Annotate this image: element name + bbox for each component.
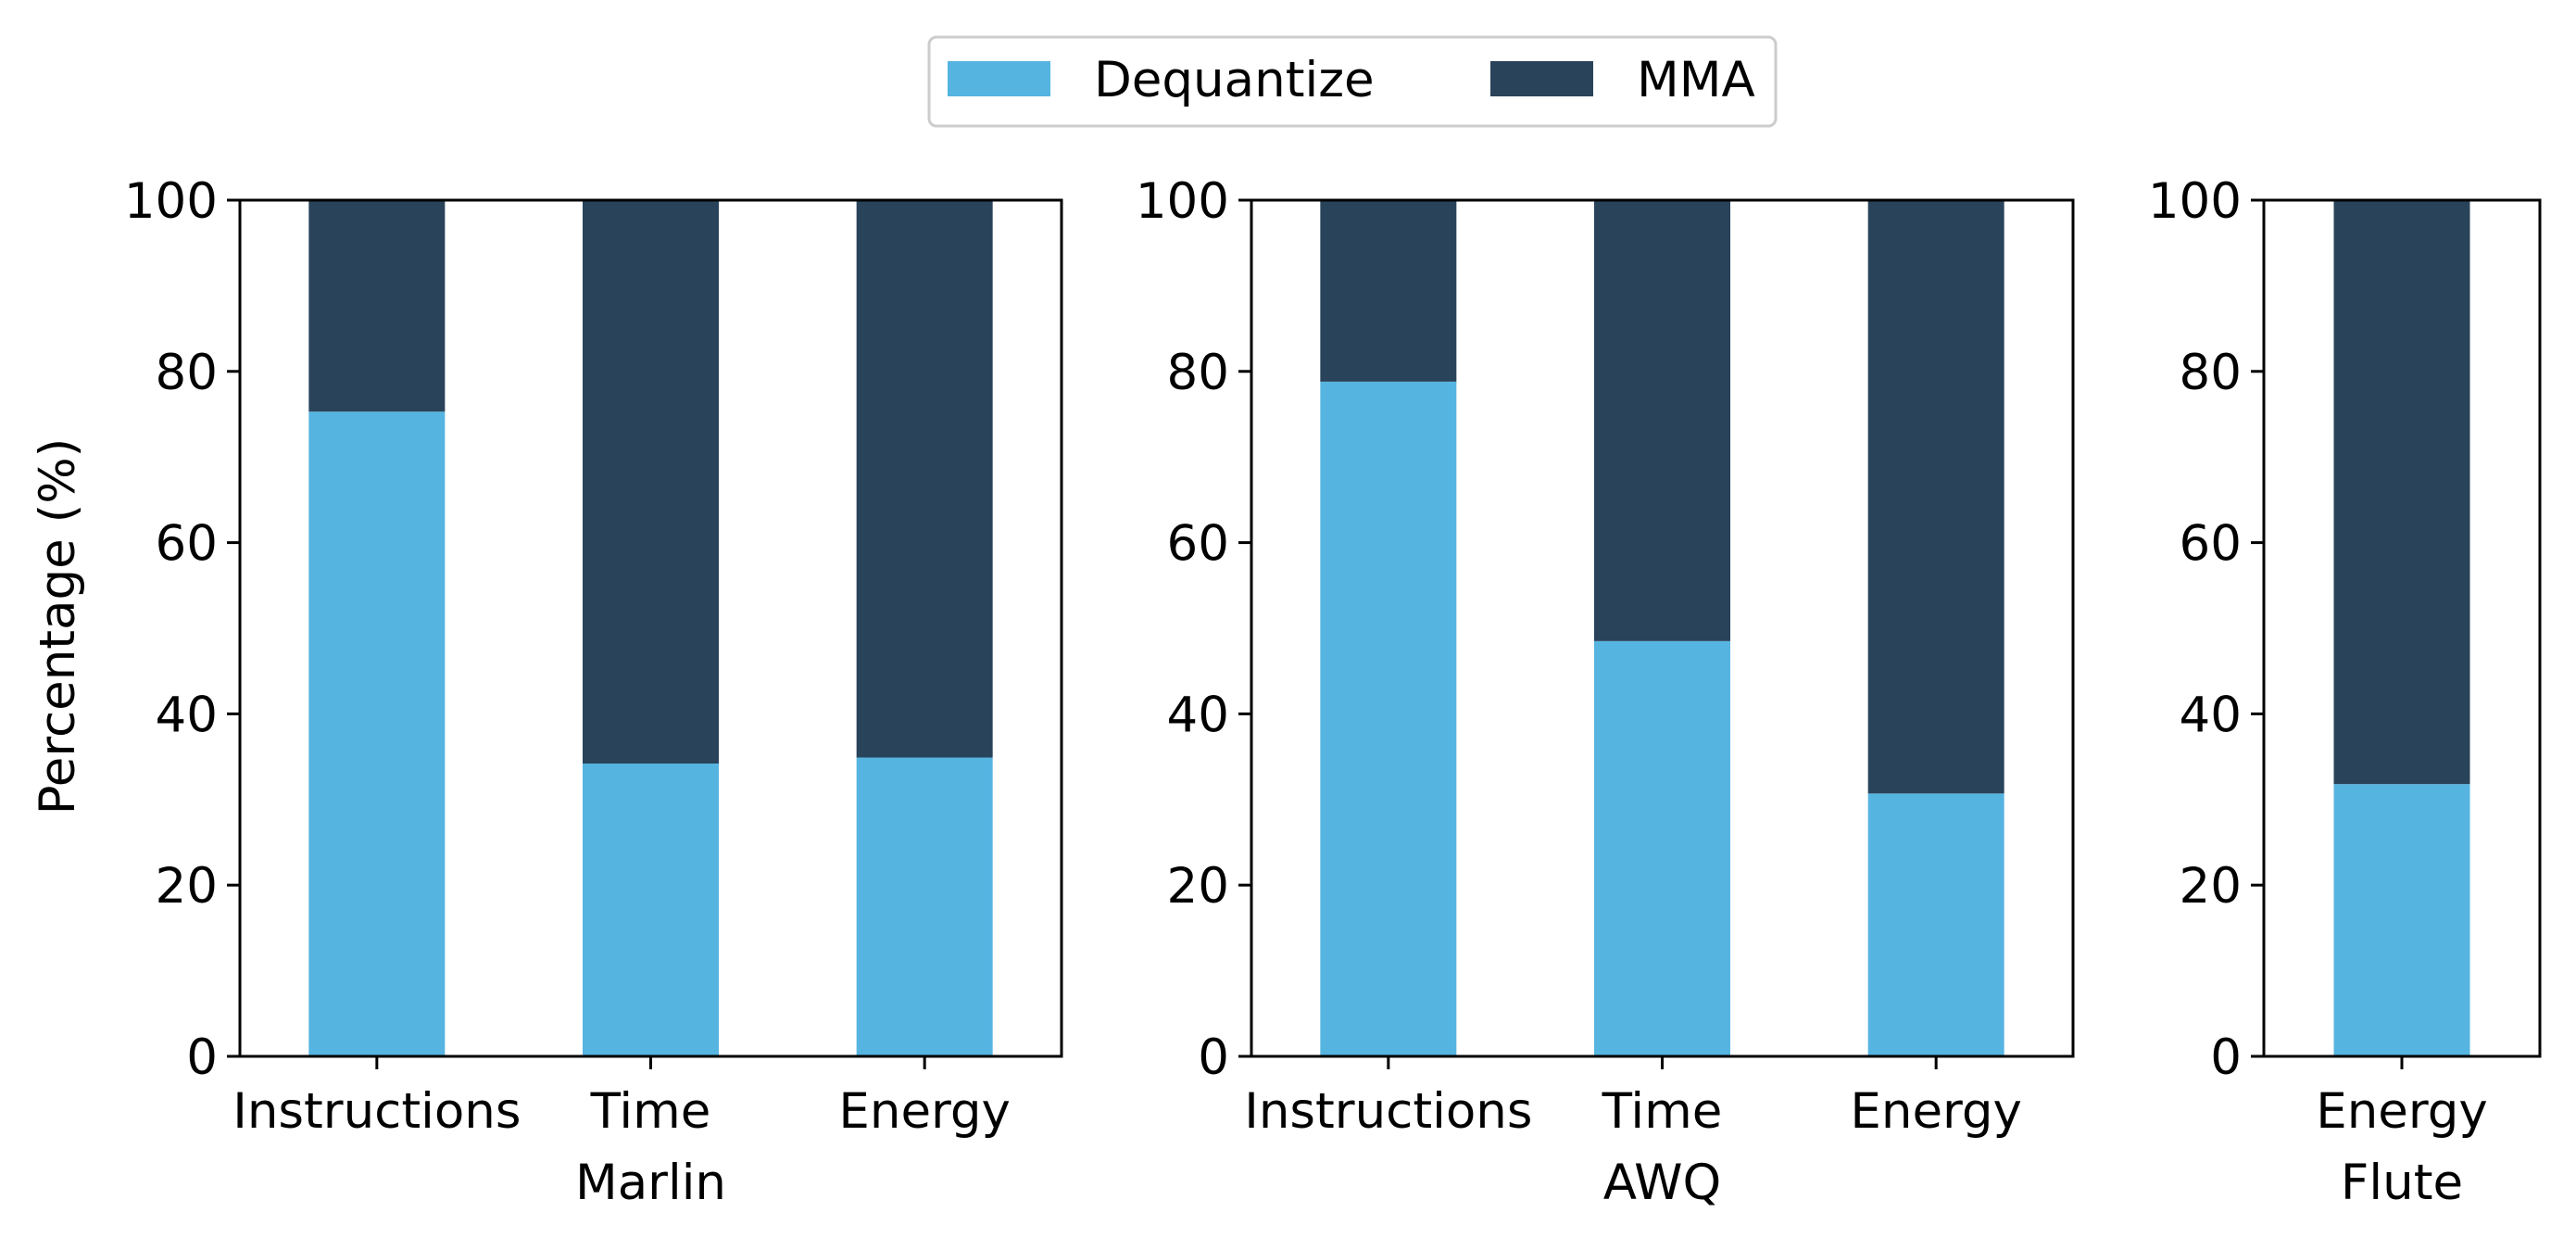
y-tick-label: 40	[2180, 687, 2242, 743]
x-tick-label: Instructions	[1244, 1083, 1532, 1140]
legend-swatch-dequantize	[948, 61, 1050, 96]
bar-flute-energy-dequantize	[2333, 784, 2470, 1056]
bar-marlin-time-dequantize	[583, 763, 719, 1056]
bar-marlin-energy-dequantize	[856, 757, 993, 1056]
panel-awq: 0 20 40 60 80 100 Instructions Time Energy AWQ	[1136, 173, 2075, 1211]
legend-label-mma: MMA	[1637, 52, 1755, 108]
panel-marlin: 0 20 40 60 80 100 Instructions Time Energy Marlin	[124, 173, 1063, 1211]
x-axis-label: Flute	[2341, 1155, 2463, 1211]
legend-label-dequantize: Dequantize	[1094, 52, 1375, 108]
bar-awq-time-dequantize	[1594, 640, 1730, 1056]
x-tick-label: Instructions	[232, 1083, 521, 1140]
y-tick-label: 40	[156, 687, 218, 743]
y-axis-label: Percentage (%)	[30, 438, 86, 815]
y-tick-label: 80	[2180, 345, 2242, 401]
y-tick-label: 0	[2210, 1029, 2242, 1086]
x-tick-label: Energy	[1850, 1083, 2022, 1140]
bar-flute-energy-mma	[2333, 200, 2470, 785]
y-tick-label: 20	[2180, 858, 2242, 915]
x-tick-label: Time	[590, 1083, 711, 1140]
bar-awq-energy-mma	[1867, 200, 2004, 794]
y-tick-label: 0	[186, 1029, 218, 1086]
legend: Dequantize MMA	[927, 35, 1778, 128]
panel-flute: 0 20 40 60 80 100 Energy Flute	[2148, 173, 2542, 1211]
x-axis-label: Marlin	[575, 1155, 726, 1211]
bar-awq-instructions-mma	[1320, 200, 1457, 382]
y-tick-label: 20	[156, 858, 218, 915]
y-tick-label: 100	[2148, 173, 2242, 230]
y-tick-label: 100	[1136, 173, 1229, 230]
y-tick-label: 40	[1167, 687, 1229, 743]
y-tick-label: 100	[124, 173, 218, 230]
x-tick-label: Energy	[838, 1083, 1011, 1140]
x-axis-label: AWQ	[1603, 1155, 1721, 1211]
legend-swatch-mma	[1490, 61, 1593, 96]
bar-awq-energy-dequantize	[1867, 793, 2004, 1056]
bar-marlin-energy-mma	[856, 200, 993, 758]
y-tick-label: 60	[156, 516, 218, 573]
y-tick-label: 60	[2180, 516, 2242, 573]
legend-box	[927, 35, 1778, 128]
x-tick-label: Energy	[2316, 1083, 2488, 1140]
bar-awq-instructions-dequantize	[1320, 381, 1457, 1056]
bar-marlin-instructions-dequantize	[308, 411, 446, 1056]
bar-marlin-time-mma	[583, 200, 719, 764]
y-tick-label: 80	[1167, 345, 1229, 401]
y-tick-label: 80	[156, 345, 218, 401]
y-tick-label: 60	[1167, 516, 1229, 573]
x-tick-label: Time	[1602, 1083, 1723, 1140]
chart-panels: 0 20 40 60 80 100 Instructions Time Energy Marlin…	[124, 173, 2542, 1211]
bar-awq-time-mma	[1594, 200, 1730, 641]
y-tick-label: 0	[1198, 1029, 1229, 1086]
bar-marlin-instructions-mma	[308, 200, 446, 412]
y-tick-label: 20	[1167, 858, 1229, 915]
